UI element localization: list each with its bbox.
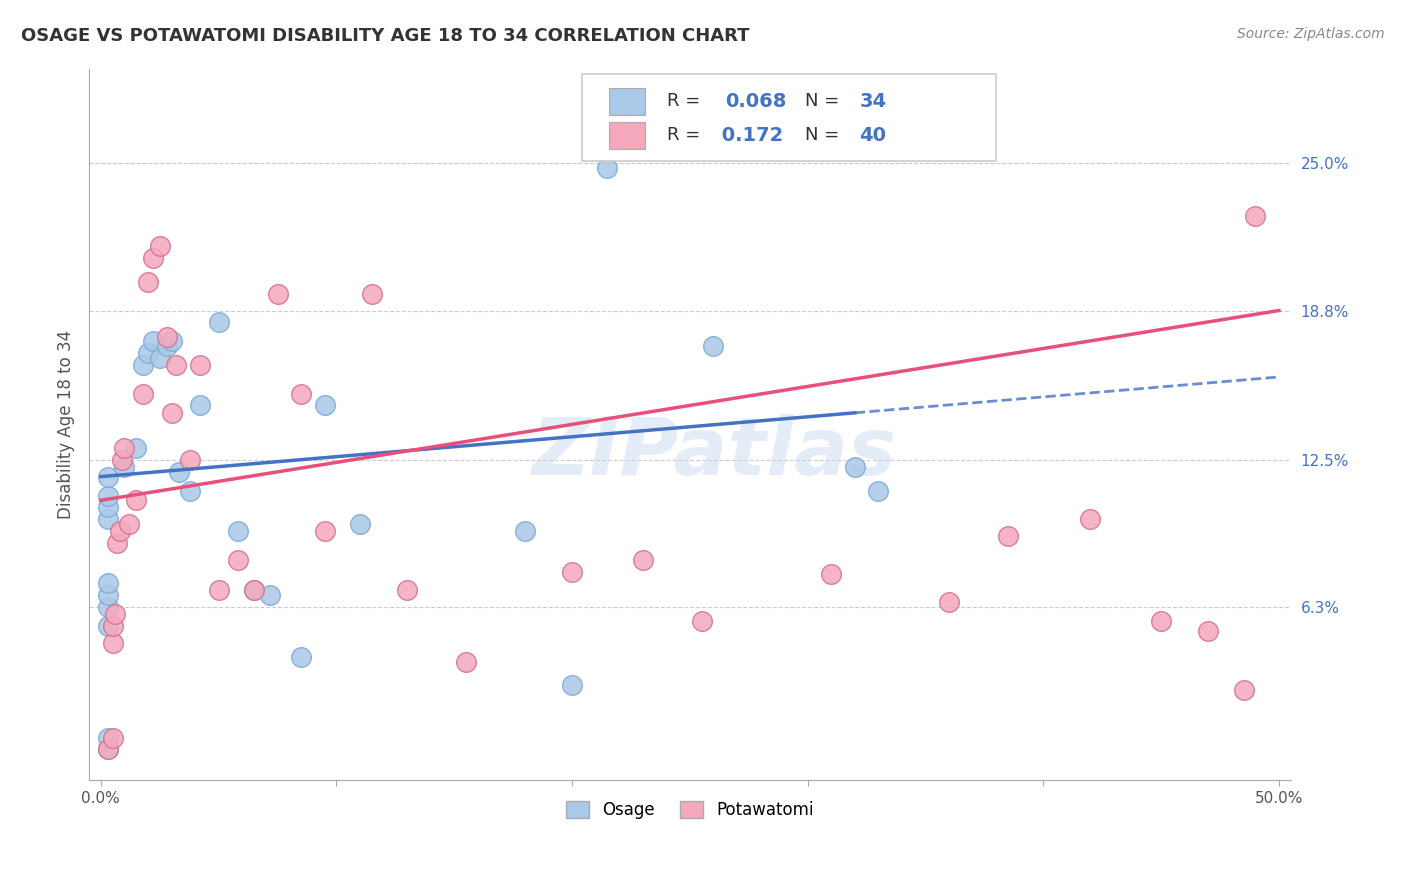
Text: R =: R = [666, 92, 706, 111]
Point [561, 565, 583, 579]
Point [97, 619, 120, 633]
Point [226, 524, 249, 538]
Point [226, 552, 249, 566]
Point [97, 512, 120, 526]
Point [631, 552, 654, 566]
Point [188, 358, 211, 372]
Point [142, 334, 165, 349]
Point [118, 517, 141, 532]
Point [101, 619, 124, 633]
Point [160, 334, 183, 349]
Point [179, 483, 201, 498]
Point [1232, 683, 1254, 698]
Text: N =: N = [806, 127, 845, 145]
Text: ZIPatlas: ZIPatlas [531, 414, 897, 491]
Point [702, 339, 724, 353]
Point [179, 453, 201, 467]
Point [101, 731, 124, 745]
Point [844, 460, 866, 475]
Point [156, 339, 179, 353]
Point [97, 742, 120, 756]
Point [868, 483, 890, 498]
Point [160, 405, 183, 419]
Point [396, 583, 419, 598]
Point [97, 469, 120, 483]
Point [290, 386, 312, 401]
Point [290, 649, 312, 664]
Point [97, 500, 120, 515]
Point [112, 441, 135, 455]
Point [997, 529, 1019, 543]
Point [938, 595, 960, 609]
Point [690, 615, 713, 629]
Point [1080, 512, 1102, 526]
Point [104, 607, 127, 622]
Point [132, 386, 155, 401]
Point [125, 441, 148, 455]
Legend: Osage, Potawatomi: Osage, Potawatomi [560, 794, 821, 825]
Point [243, 583, 266, 598]
Text: 0.172: 0.172 [716, 126, 783, 145]
Point [97, 742, 120, 756]
Point [101, 636, 124, 650]
Text: 34: 34 [859, 92, 886, 111]
Point [142, 252, 165, 266]
Point [97, 489, 120, 503]
Point [149, 239, 172, 253]
Point [136, 275, 159, 289]
Text: 0.068: 0.068 [724, 92, 786, 111]
Point [97, 731, 120, 745]
Text: N =: N = [806, 92, 845, 111]
Point [167, 465, 190, 479]
FancyBboxPatch shape [609, 122, 645, 149]
FancyBboxPatch shape [609, 87, 645, 115]
Y-axis label: Disability Age 18 to 34: Disability Age 18 to 34 [58, 330, 75, 519]
Point [243, 583, 266, 598]
Point [314, 524, 336, 538]
Point [97, 600, 120, 615]
Point [112, 460, 135, 475]
Text: R =: R = [666, 127, 706, 145]
Point [349, 517, 371, 532]
Point [156, 329, 179, 343]
Point [1197, 624, 1219, 638]
Point [1150, 615, 1173, 629]
Text: Source: ZipAtlas.com: Source: ZipAtlas.com [1237, 27, 1385, 41]
Point [188, 399, 211, 413]
Point [820, 566, 842, 581]
Point [136, 346, 159, 360]
Point [1244, 209, 1267, 223]
Point [97, 588, 120, 602]
Text: 40: 40 [859, 126, 886, 145]
Point [132, 358, 155, 372]
Point [208, 315, 231, 329]
Point [360, 287, 382, 301]
Point [105, 536, 128, 550]
Point [108, 524, 131, 538]
Point [561, 678, 583, 692]
Text: OSAGE VS POTAWATOMI DISABILITY AGE 18 TO 34 CORRELATION CHART: OSAGE VS POTAWATOMI DISABILITY AGE 18 TO… [21, 27, 749, 45]
Point [454, 655, 477, 669]
Point [165, 358, 187, 372]
Point [97, 576, 120, 591]
Point [513, 524, 536, 538]
Point [111, 453, 134, 467]
FancyBboxPatch shape [582, 74, 997, 161]
Point [125, 493, 148, 508]
Point [314, 399, 336, 413]
Point [259, 588, 281, 602]
Point [149, 351, 172, 365]
Point [596, 161, 619, 176]
Point [208, 583, 231, 598]
Point [266, 287, 288, 301]
